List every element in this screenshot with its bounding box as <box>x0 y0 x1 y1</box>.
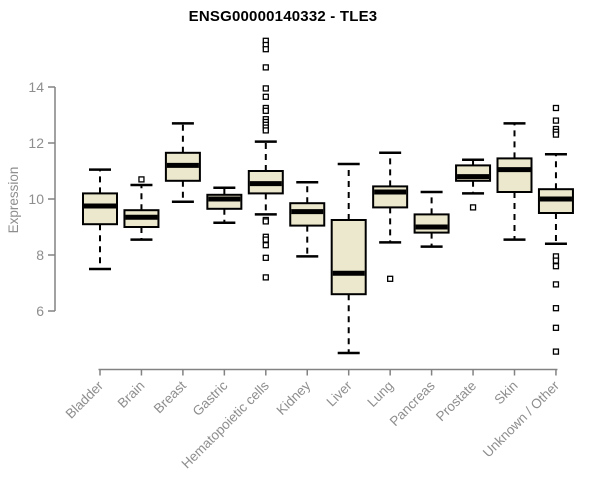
outlier-point <box>262 254 269 261</box>
y-axis-tick-label: 8 <box>36 247 44 263</box>
y-axis-tick-label: 10 <box>28 191 44 207</box>
outlier-point <box>552 263 560 270</box>
outlier-point <box>386 275 394 282</box>
x-axis-category-label: Gastric <box>190 378 231 419</box>
x-axis-category-label: Lung <box>364 378 396 410</box>
outlier-point <box>552 257 560 264</box>
x-axis-category-label: Breast <box>151 378 189 416</box>
outlier-point <box>469 204 477 211</box>
x-axis-category-label: Unknown / Other <box>480 378 563 461</box>
x-axis-category-label: Prostate <box>433 378 479 424</box>
box <box>413 213 450 234</box>
outlier-point <box>552 104 560 112</box>
box <box>330 219 367 296</box>
outlier-point <box>262 242 269 249</box>
outlier-point <box>138 176 145 183</box>
outlier-point <box>552 131 560 138</box>
x-axis-category-label: Liver <box>324 378 356 410</box>
outlier-point <box>262 46 269 53</box>
outlier-point <box>552 305 560 312</box>
outlier-point <box>552 324 560 331</box>
outlier-point <box>262 218 269 225</box>
outlier-point <box>552 117 560 124</box>
x-axis-category-label: Skin <box>491 378 520 407</box>
chart-title: ENSG00000140332 - TLE3 <box>188 8 378 25</box>
y-axis-tick-label: 12 <box>28 135 44 151</box>
outlier-point <box>552 348 560 355</box>
outlier-point <box>262 64 269 71</box>
x-axis-category-label: Pancreas <box>387 378 438 429</box>
y-axis-tick-label: 6 <box>36 303 44 319</box>
outlier-point <box>262 107 269 114</box>
outlier-point <box>262 93 269 100</box>
x-axis-category-label: Kidney <box>274 378 314 418</box>
x-axis-category-label: Bladder <box>63 378 107 422</box>
outlier-point <box>262 85 269 92</box>
outlier-point <box>262 274 269 281</box>
box <box>82 192 118 226</box>
y-axis-tick-label: 14 <box>28 79 44 95</box>
box <box>496 157 533 193</box>
outlier-point <box>262 127 269 134</box>
outlier-point <box>262 236 269 243</box>
x-axis-category-label: Brain <box>115 378 148 411</box>
box <box>289 202 326 227</box>
outlier-point <box>552 281 560 288</box>
